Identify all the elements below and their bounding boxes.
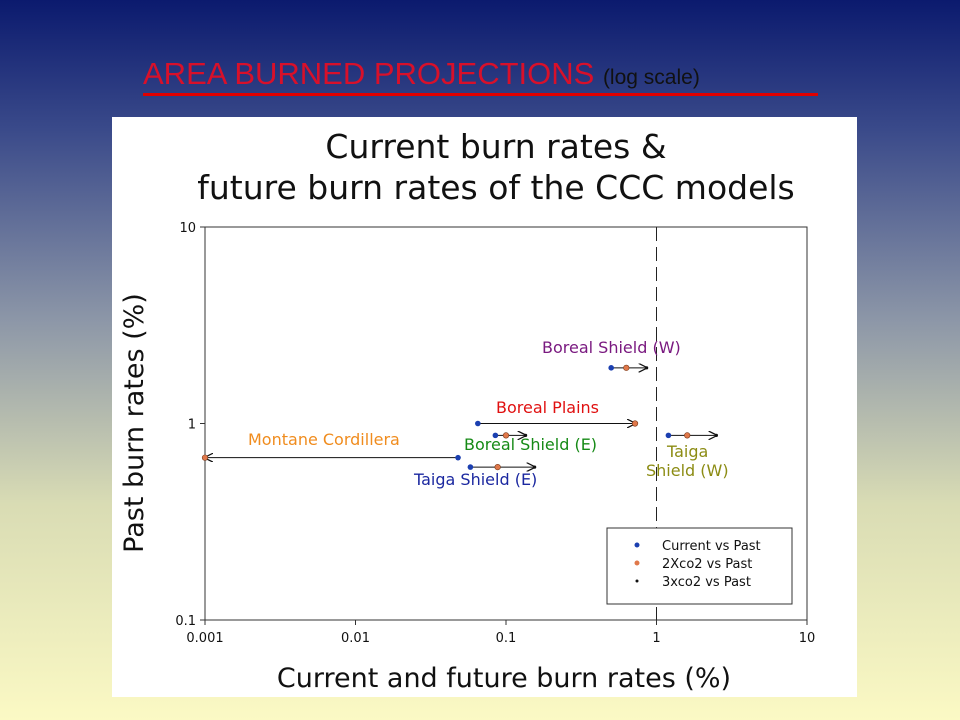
point-2xco2-boreal-plains bbox=[631, 420, 639, 427]
region-label-taiga-shield-w-line-1: Taiga bbox=[666, 442, 708, 461]
point-current-boreal-shield-w bbox=[608, 365, 614, 371]
point-2xco2-boreal-shield-e bbox=[502, 432, 510, 439]
x-tick-label: 10 bbox=[799, 631, 816, 646]
region-label-taiga-shield-w-line-2: Shield (W) bbox=[646, 461, 729, 480]
point-3xco2-taiga-shield-e bbox=[533, 465, 537, 469]
region-label-boreal-plains: Boreal Plains bbox=[496, 398, 599, 417]
legend-box bbox=[606, 527, 793, 605]
slide-title: AREA BURNED PROJECTIONS (log scale) bbox=[143, 54, 823, 98]
legend-entry-3: 3xco2 vs Past bbox=[662, 575, 751, 590]
y-axis-label: Past burn rates (%) bbox=[119, 293, 150, 553]
y-tick-label: 10 bbox=[179, 221, 196, 236]
legend-marker-3 bbox=[635, 579, 639, 583]
x-tick-label: 0.01 bbox=[341, 631, 370, 646]
chart-panel: Current burn rates & future burn rates o… bbox=[112, 117, 857, 697]
slide-title-sub: (log scale) bbox=[602, 66, 700, 89]
region-label-taiga-shield-e: Taiga Shield (E) bbox=[413, 470, 537, 489]
chart-title-line-2: future burn rates of the CCC models bbox=[197, 168, 795, 207]
region-label-boreal-shield-e: Boreal Shield (E) bbox=[464, 435, 597, 454]
y-tick-label: 0.1 bbox=[175, 614, 196, 629]
x-axis-label: Current and future burn rates (%) bbox=[277, 663, 731, 694]
point-current-boreal-plains bbox=[475, 420, 481, 427]
chart-title-line-1: Current burn rates & bbox=[325, 127, 666, 166]
x-tick-label: 0.001 bbox=[186, 631, 223, 646]
point-current-montane-cordillera bbox=[455, 454, 461, 461]
region-label-montane-cordillera: Montane Cordillera bbox=[248, 430, 400, 449]
point-current-boreal-shield-e bbox=[492, 432, 499, 439]
legend-marker-1 bbox=[634, 542, 640, 548]
region-label-boreal-shield-w: Boreal Shield (W) bbox=[542, 338, 681, 357]
legend-entry-2: 2Xco2 vs Past bbox=[662, 557, 752, 572]
point-current-taiga-shield-e bbox=[467, 464, 474, 470]
x-tick-label: 0.1 bbox=[496, 631, 517, 646]
title-underline bbox=[143, 93, 818, 96]
legend-entry-1: Current vs Past bbox=[662, 539, 761, 554]
point-3xco2-boreal-shield-w bbox=[645, 366, 649, 370]
point-3xco2-boreal-shield-e bbox=[524, 433, 528, 437]
burn-rates-chart: Current burn rates & future burn rates o… bbox=[119, 127, 816, 694]
point-2xco2-boreal-shield-w bbox=[623, 364, 630, 371]
x-tick-label: 1 bbox=[652, 631, 660, 646]
point-2xco2-taiga-shield-w bbox=[684, 432, 691, 439]
point-current-taiga-shield-w bbox=[665, 432, 672, 439]
slide-title-main: AREA BURNED PROJECTIONS bbox=[143, 56, 595, 91]
y-tick-label: 1 bbox=[188, 418, 196, 433]
point-3xco2-taiga-shield-w bbox=[714, 433, 718, 437]
point-2xco2-taiga-shield-e bbox=[494, 463, 501, 471]
point-2xco2-montane-cordillera bbox=[201, 454, 209, 461]
legend-marker-2 bbox=[634, 560, 640, 566]
